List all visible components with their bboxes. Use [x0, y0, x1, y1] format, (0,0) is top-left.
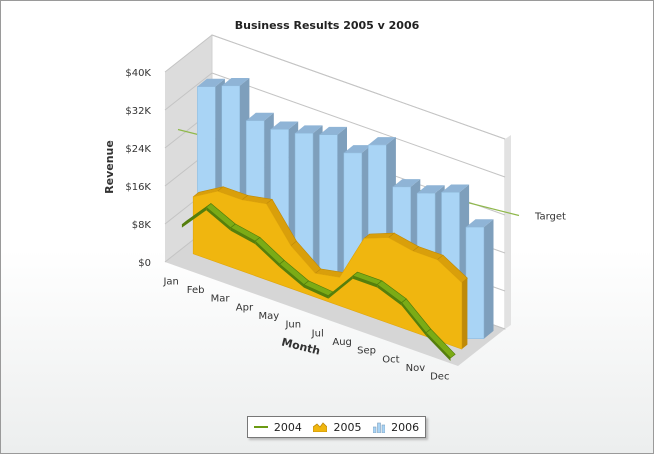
y-tick-label: $0: [138, 258, 151, 269]
gridline-side: [164, 72, 213, 111]
line-segment-edge: [377, 284, 402, 306]
legend-item-2004: 2004: [253, 420, 302, 434]
x-tick-label: Jun: [284, 320, 301, 331]
x-axis-ticks: Jan Feb Mar Apr May Jun Jul Aug Sep Oct Nov Dec: [162, 276, 449, 382]
area-series-icon: [313, 422, 328, 432]
y-tick-label: $40K: [125, 68, 151, 79]
line-segment-edge: [255, 241, 280, 268]
series-2004-line: [181, 203, 456, 361]
bar-front: [319, 134, 338, 287]
line-segment-edge: [230, 227, 256, 245]
area-end-face: [461, 278, 468, 350]
line-segment-edge: [181, 207, 207, 228]
bar-series-icon: [373, 422, 386, 433]
bar-top: [197, 78, 225, 87]
bar-side: [483, 219, 494, 339]
x-tick-label: Dec: [430, 372, 449, 383]
area-front: [192, 190, 463, 350]
chart-title: Business Results 2005 v 2006: [235, 19, 420, 32]
line-segment-edge: [279, 264, 304, 288]
bar-top: [221, 78, 250, 86]
back-wall-edge: [505, 135, 511, 329]
gridline-side: [164, 34, 213, 73]
bar-top: [343, 145, 372, 153]
bar-front: [465, 226, 485, 339]
y-axis-title: Revenue: [103, 140, 116, 194]
bar-top: [295, 125, 323, 134]
gridline: [211, 34, 506, 140]
bar-top: [417, 185, 445, 194]
line-segment-edge: [401, 302, 427, 336]
legend-label-2006: 2006: [391, 420, 420, 434]
x-tick-label: Nov: [406, 363, 426, 374]
bar-top: [319, 126, 347, 135]
y-tick-label: $16K: [125, 182, 151, 193]
gridline: [211, 72, 506, 178]
line-segment-edge: [206, 207, 231, 231]
x-tick-label: Jul: [311, 328, 324, 339]
bar-top: [392, 179, 421, 187]
x-tick-label: Aug: [332, 337, 352, 348]
y-tick-label: $8K: [132, 220, 152, 231]
x-tick-label: Mar: [211, 294, 231, 305]
line-segment-edge: [304, 284, 329, 299]
x-tick-label: Apr: [236, 302, 254, 313]
bar-2006-dec: [465, 219, 494, 339]
y-tick-label: $32K: [125, 106, 151, 117]
legend-item-2005: 2005: [313, 421, 361, 434]
bar-top: [246, 112, 274, 121]
x-tick-label: Sep: [357, 346, 376, 357]
legend-label-2004: 2004: [273, 420, 302, 434]
line-segment-edge: [352, 275, 378, 288]
legend-item-2006: 2006: [373, 421, 419, 434]
bar-top: [441, 184, 470, 193]
legend: 2004 2005 2006: [247, 416, 426, 438]
line-series-icon: [253, 426, 268, 428]
x-tick-label: Feb: [187, 285, 205, 296]
y-tick-label: $24K: [125, 144, 151, 155]
line-segment-edge: [328, 275, 353, 299]
bar-2006-jun: [319, 126, 347, 287]
target-label: Target: [534, 212, 566, 223]
bar-top: [368, 137, 396, 145]
bar-top: [270, 121, 299, 130]
x-tick-label: May: [259, 311, 280, 322]
series-2005-area: [192, 186, 468, 350]
bar-top: [465, 219, 494, 228]
legend-label-2005: 2005: [333, 420, 362, 434]
line-segment-edge: [426, 332, 451, 361]
x-tick-label: Oct: [382, 354, 399, 365]
x-tick-label: Jan: [162, 276, 178, 287]
